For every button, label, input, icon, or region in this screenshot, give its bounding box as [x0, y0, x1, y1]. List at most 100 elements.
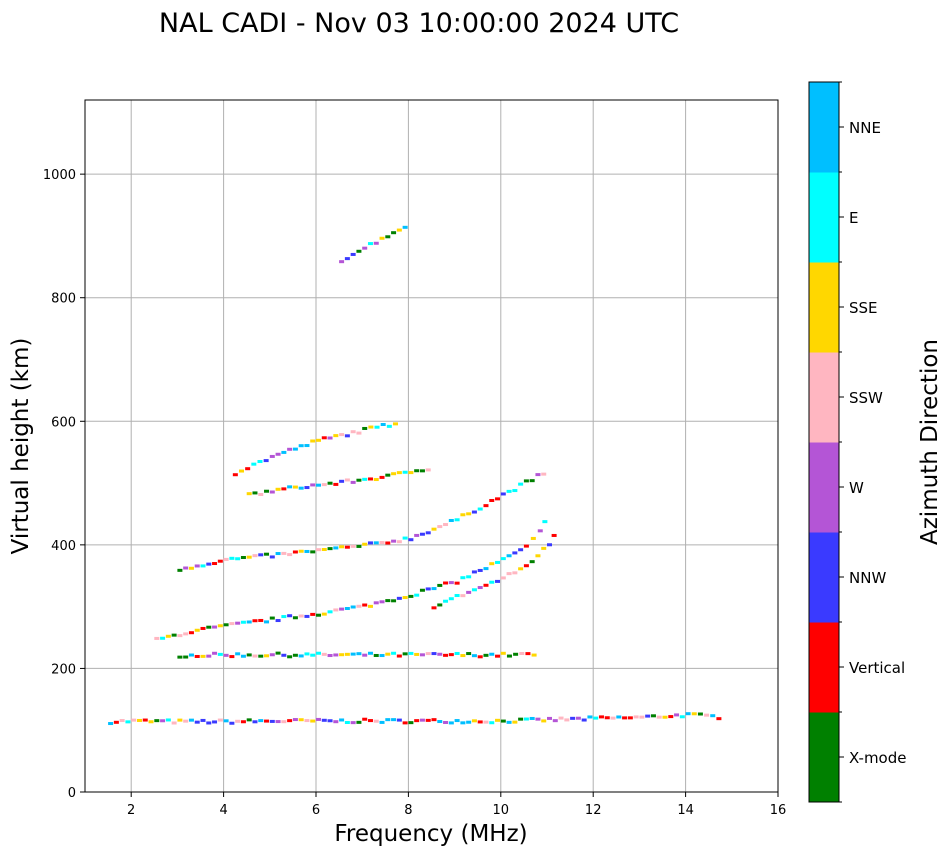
echo-mark-f1-ordinary	[437, 652, 443, 656]
echo-mark-multi-hop-2f	[339, 545, 345, 549]
x-axis: 2 4 6 8 10 12 14 16	[127, 792, 786, 818]
colorbar-segment-nne	[809, 82, 839, 173]
echo-mark-e-layer	[108, 722, 114, 726]
echo-mark-f2-ordinary	[379, 600, 385, 604]
echo-mark-f2-ordinary	[344, 607, 350, 611]
echo-mark-multi-hop-3f	[402, 470, 408, 474]
echo-mark-e-layer	[362, 717, 368, 721]
echo-mark-f2-ordinary	[183, 632, 189, 636]
echo-mark-multi-hop-4f	[245, 467, 251, 471]
echo-mark-multi-hop-3f	[292, 485, 298, 489]
echo-mark-multi-hop-2f	[541, 472, 547, 476]
echo-mark-multi-hop-2f	[304, 549, 310, 553]
echo-mark-f1-ordinary	[471, 654, 477, 658]
echo-mark-e-layer	[679, 715, 685, 719]
echo-mark-e-layer	[529, 716, 535, 720]
echo-mark-f2-ordinary	[489, 562, 495, 566]
echo-mark-e-layer	[662, 715, 668, 719]
echo-mark-multi-hop-2f	[275, 552, 281, 556]
echo-mark-f2-ordinary	[223, 623, 229, 627]
echo-mark-e-layer	[547, 716, 552, 720]
echo-mark-e-layer	[443, 720, 449, 724]
echo-mark-f1-ordinary	[287, 655, 293, 659]
echo-mark-multi-hop-2f	[281, 551, 287, 555]
echo-mark-e-layer	[668, 715, 674, 719]
echo-mark-e-layer	[506, 720, 512, 724]
echo-mark-e-layer	[223, 719, 229, 723]
echo-mark-e-layer	[183, 719, 189, 723]
echo-mark-f2-x-mode	[512, 571, 518, 575]
y-tick-label: 200	[51, 662, 76, 677]
echo-mark-multi-hop-2f	[287, 553, 293, 557]
echo-mark-multi-hop-2f	[437, 525, 443, 529]
echo-mark-e-layer	[264, 719, 270, 723]
echo-mark-multi-hop-3f	[350, 480, 356, 484]
x-tick-label: 12	[585, 803, 602, 818]
echo-mark-e-layer	[287, 719, 293, 723]
echo-mark-multi-hop-2f	[240, 555, 246, 559]
echo-mark-f2-ordinary	[414, 593, 420, 597]
echo-mark-f1-ordinary	[194, 654, 200, 658]
echo-mark-oblique-high	[356, 249, 362, 253]
echo-mark-f2-ordinary	[281, 615, 287, 619]
echo-mark-multi-hop-3f	[321, 483, 327, 487]
echo-mark-multi-hop-2f	[333, 546, 339, 550]
echo-mark-f2-x-mode	[506, 572, 512, 576]
echo-mark-e-layer	[188, 718, 194, 722]
echo-mark-f2-ordinary	[512, 551, 518, 555]
echo-mark-oblique-high	[402, 225, 408, 229]
colorbar-label-ssw: SSW	[849, 389, 883, 407]
echo-mark-multi-hop-3f	[333, 482, 339, 486]
colorbar-segment-nnw	[809, 532, 839, 623]
echo-mark-multi-hop-3f	[356, 478, 362, 482]
echo-mark-f2-x-mode	[483, 583, 489, 587]
colorbar: X-mode Vertical NNW W SSW SSE E NNE	[808, 81, 906, 803]
echo-mark-e-layer	[570, 716, 576, 720]
echo-mark-f1-ordinary	[252, 654, 258, 658]
echo-mark-e-layer	[171, 721, 177, 725]
echo-mark-e-layer	[645, 714, 651, 718]
echo-mark-multi-hop-3f	[379, 475, 385, 479]
echo-mark-f2-ordinary	[212, 625, 218, 629]
echo-mark-multi-hop-2f	[316, 548, 321, 552]
echo-mark-e-layer	[500, 719, 506, 723]
echo-mark-f1-ordinary	[333, 653, 339, 657]
echo-mark-e-layer	[437, 720, 443, 724]
x-axis-label: Frequency (MHz)	[334, 821, 527, 847]
echo-mark-e-layer	[136, 718, 142, 722]
echo-mark-multi-hop-2f	[489, 498, 495, 502]
echo-mark-f1-ordinary	[500, 651, 506, 655]
echo-mark-multi-hop-4f	[316, 438, 321, 442]
echo-mark-multi-hop-2f	[356, 544, 362, 548]
echo-mark-e-layer	[408, 721, 414, 725]
echo-mark-f2-ordinary	[362, 603, 368, 607]
echo-mark-multi-hop-2f	[379, 541, 385, 545]
echo-mark-multi-hop-2f	[535, 473, 541, 477]
echo-mark-oblique-high	[373, 241, 379, 245]
echo-mark-e-layer	[177, 718, 183, 722]
echo-mark-multi-hop-2f	[477, 507, 483, 511]
echo-mark-f2-ordinary	[240, 620, 246, 624]
echo-mark-multi-hop-2f	[373, 541, 379, 545]
echo-mark-multi-hop-4f	[239, 469, 244, 473]
echo-mark-f1-ordinary	[281, 653, 287, 657]
echo-mark-f2-ordinary	[530, 536, 536, 540]
echo-mark-multi-hop-2f	[448, 518, 454, 522]
echo-mark-f2-ordinary	[477, 568, 483, 572]
echo-mark-f2-x-mode	[547, 543, 552, 547]
echo-mark-e-layer	[350, 721, 356, 725]
colorbar-segment-e	[809, 172, 839, 263]
echo-mark-e-layer	[246, 718, 252, 722]
echo-mark-f2-ordinary	[217, 624, 223, 628]
echo-mark-f2-ordinary	[264, 620, 270, 624]
echo-mark-multi-hop-4f	[232, 473, 238, 477]
echo-mark-multi-hop-2f	[235, 557, 241, 561]
echo-mark-multi-hop-2f	[414, 533, 420, 537]
echo-mark-f1-ordinary	[466, 652, 472, 656]
echo-mark-f2-ordinary	[537, 529, 543, 533]
echo-mark-multi-hop-3f	[339, 479, 345, 483]
echo-mark-f2-x-mode	[477, 586, 483, 590]
echo-mark-e-layer	[385, 718, 391, 722]
echo-mark-oblique-high	[396, 228, 402, 232]
